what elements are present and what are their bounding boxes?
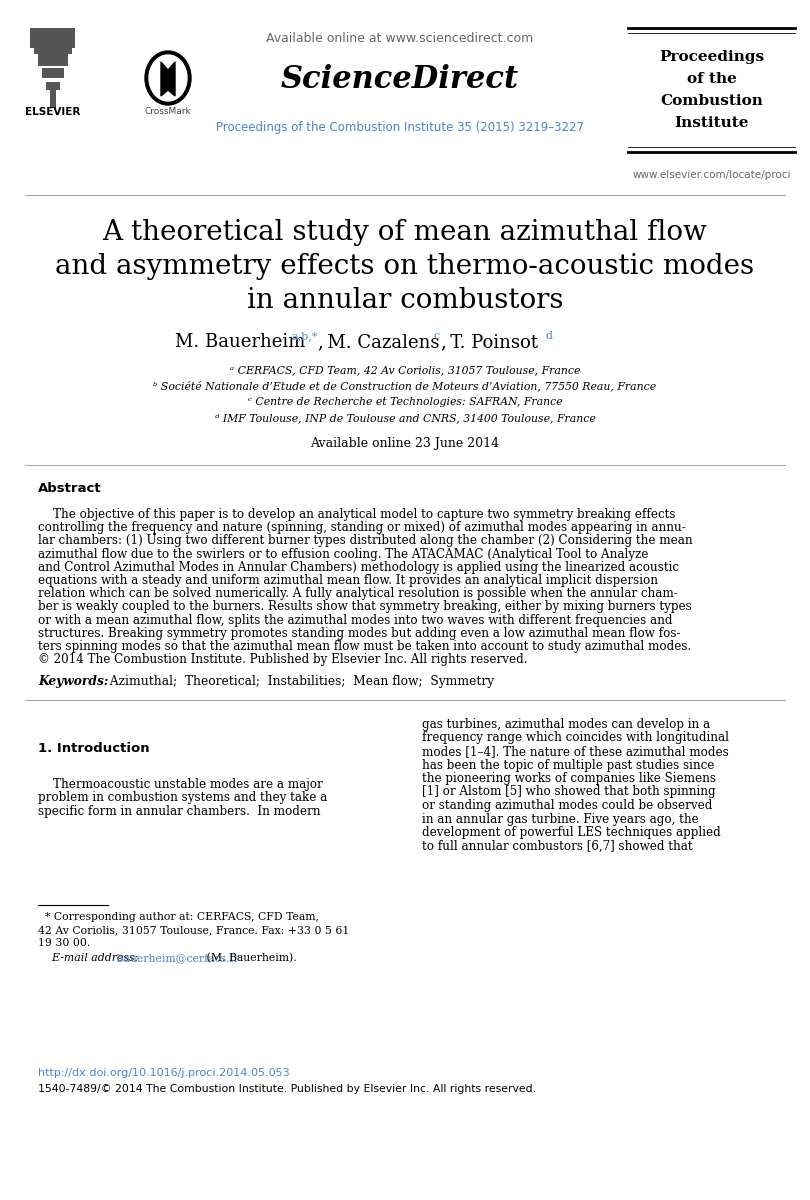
Text: http://dx.doi.org/10.1016/j.proci.2014.05.053: http://dx.doi.org/10.1016/j.proci.2014.0… [38,1068,290,1078]
Text: and Control Azimuthal Modes in Annular Chambers) methodology is applied using th: and Control Azimuthal Modes in Annular C… [38,560,679,574]
Bar [50,90,56,108]
Text: problem in combustion systems and they take a: problem in combustion systems and they t… [38,792,327,804]
Text: (M. Bauerheim).: (M. Bauerheim). [203,953,296,964]
Text: ᵇ Société Nationale d’Etude et de Construction de Moteurs d’Aviation, 77550 Reau: ᵇ Société Nationale d’Etude et de Constr… [153,380,657,391]
Text: ᶜ Centre de Recherche et Technologies: SAFRAN, France: ᶜ Centre de Recherche et Technologies: S… [248,397,562,407]
Text: Abstract: Abstract [38,481,101,494]
Text: Azimuthal;  Theoretical;  Instabilities;  Mean flow;  Symmetry: Azimuthal; Theoretical; Instabilities; M… [102,676,494,689]
Text: Keywords:: Keywords: [38,676,109,689]
Text: Proceedings
of the
Combustion
Institute: Proceedings of the Combustion Institute [659,49,765,131]
Text: equations with a steady and uniform azimuthal mean flow. It provides an analytic: equations with a steady and uniform azim… [38,574,658,587]
Text: in annular combustors: in annular combustors [247,287,563,313]
Text: structures. Breaking symmetry promotes standing modes but adding even a low azim: structures. Breaking symmetry promotes s… [38,626,680,640]
Text: has been the topic of multiple past studies since: has been the topic of multiple past stud… [422,758,714,772]
Bar [30,28,75,48]
Text: frequency range which coincides with longitudinal: frequency range which coincides with lon… [422,732,729,744]
Text: A theoretical study of mean azimuthal flow: A theoretical study of mean azimuthal fl… [103,218,707,246]
Polygon shape [161,62,175,96]
Text: , M. Cazalens: , M. Cazalens [318,332,440,350]
Text: Available online at www.sciencedirect.com: Available online at www.sciencedirect.co… [266,31,534,44]
Ellipse shape [145,50,191,104]
Bar [42,68,64,78]
Text: in an annular gas turbine. Five years ago, the: in an annular gas turbine. Five years ag… [422,812,699,826]
Text: lar chambers: (1) Using two different burner types distributed along the chamber: lar chambers: (1) Using two different bu… [38,534,693,547]
Text: gas turbines, azimuthal modes can develop in a: gas turbines, azimuthal modes can develo… [422,718,710,731]
Text: modes [1–4]. The nature of these azimuthal modes: modes [1–4]. The nature of these azimuth… [422,745,729,758]
Text: 19 30 00.: 19 30 00. [38,938,90,948]
Ellipse shape [149,55,187,101]
Text: and asymmetry effects on thermo-acoustic modes: and asymmetry effects on thermo-acoustic… [55,252,755,280]
Text: ters spinning modes so that the azimuthal mean flow must be taken into account t: ters spinning modes so that the azimutha… [38,640,691,653]
Bar [34,40,72,54]
Text: the pioneering works of companies like Siemens: the pioneering works of companies like S… [422,772,716,785]
Text: to full annular combustors [6,7] showed that: to full annular combustors [6,7] showed … [422,840,693,852]
Text: * Corresponding author at: CERFACS, CFD Team,: * Corresponding author at: CERFACS, CFD … [38,912,319,922]
Text: specific form in annular chambers.  In modern: specific form in annular chambers. In mo… [38,805,321,818]
Text: bauerheim@cerfacs.fr: bauerheim@cerfacs.fr [113,953,239,962]
Text: E-mail address:: E-mail address: [38,953,139,962]
Text: 1. Introduction: 1. Introduction [38,742,150,755]
Text: a,b,*: a,b,* [292,331,318,341]
Text: development of powerful LES techniques applied: development of powerful LES techniques a… [422,826,721,839]
Text: Proceedings of the Combustion Institute 35 (2015) 3219–3227: Proceedings of the Combustion Institute … [216,121,584,134]
Bar [46,82,60,90]
Text: azimuthal flow due to the swirlers or to effusion cooling. The ATACAMAC (Analyti: azimuthal flow due to the swirlers or to… [38,547,648,560]
Text: ber is weakly coupled to the burners. Results show that symmetry breaking, eithe: ber is weakly coupled to the burners. Re… [38,600,692,613]
Text: or standing azimuthal modes could be observed: or standing azimuthal modes could be obs… [422,799,712,812]
Bar [38,54,68,66]
Text: , T. Poinsot: , T. Poinsot [441,332,542,350]
Text: d: d [545,331,552,341]
Text: or with a mean azimuthal flow, splits the azimuthal modes into two waves with di: or with a mean azimuthal flow, splits th… [38,613,672,626]
Text: M. Bauerheim: M. Bauerheim [175,332,309,350]
Text: 1540-7489/© 2014 The Combustion Institute. Published by Elsevier Inc. All rights: 1540-7489/© 2014 The Combustion Institut… [38,1084,536,1094]
Text: www.elsevier.com/locate/proci: www.elsevier.com/locate/proci [633,170,791,180]
Text: © 2014 The Combustion Institute. Published by Elsevier Inc. All rights reserved.: © 2014 The Combustion Institute. Publish… [38,653,527,666]
Text: The objective of this paper is to develop an analytical model to capture two sym: The objective of this paper is to develo… [38,508,676,521]
Text: controlling the frequency and nature (spinning, standing or mixed) of azimuthal : controlling the frequency and nature (sp… [38,521,686,534]
Text: CrossMark: CrossMark [145,108,191,116]
Text: ᵃ CERFACS, CFD Team, 42 Av Coriolis, 31057 Toulouse, France: ᵃ CERFACS, CFD Team, 42 Av Coriolis, 310… [230,365,580,374]
Text: relation which can be solved numerically. A fully analytical resolution is possi: relation which can be solved numerically… [38,587,678,600]
Text: [1] or Alstom [5] who showed that both spinning: [1] or Alstom [5] who showed that both s… [422,786,715,798]
Text: ᵈ IMF Toulouse, INP de Toulouse and CNRS, 31400 Toulouse, France: ᵈ IMF Toulouse, INP de Toulouse and CNRS… [215,413,595,422]
Text: ScienceDirect: ScienceDirect [281,65,519,96]
Text: Available online 23 June 2014: Available online 23 June 2014 [310,438,500,450]
Text: c: c [433,331,439,341]
Text: ELSEVIER: ELSEVIER [25,107,81,116]
Text: 42 Av Coriolis, 31057 Toulouse, France. Fax: +33 0 5 61: 42 Av Coriolis, 31057 Toulouse, France. … [38,925,349,935]
Text: Thermoacoustic unstable modes are a major: Thermoacoustic unstable modes are a majo… [38,778,322,791]
